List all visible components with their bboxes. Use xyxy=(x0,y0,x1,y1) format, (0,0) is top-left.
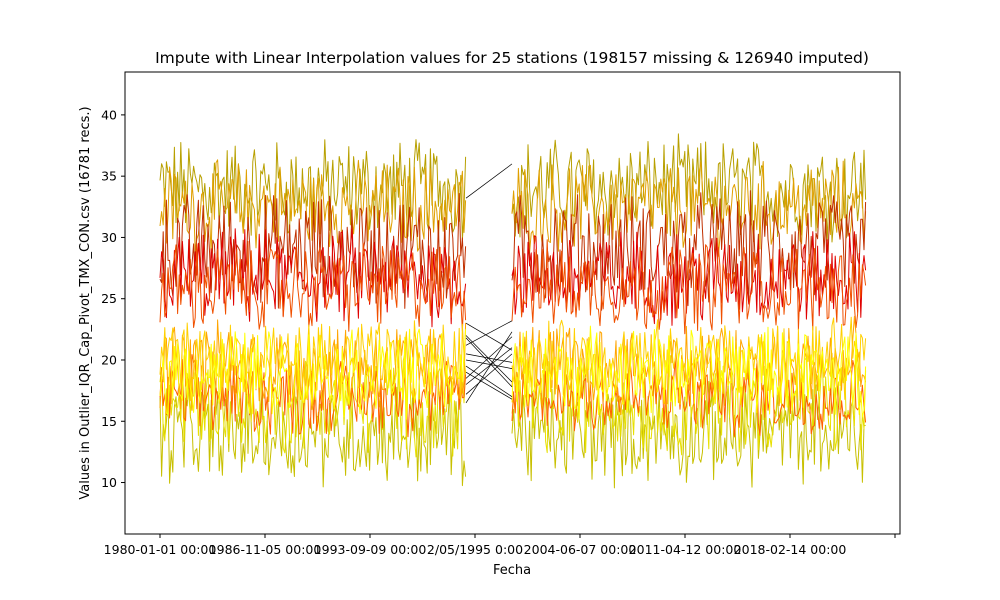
y-tick-label: 30 xyxy=(101,230,117,245)
series-line-6-segment-2 xyxy=(511,380,866,489)
x-tick-label: 1993-09-09 00:00 xyxy=(314,542,427,557)
plot-area xyxy=(159,133,867,489)
series-line-4-segment-1 xyxy=(159,228,467,328)
y-tick-label: 20 xyxy=(101,352,117,367)
y-tick-label: 40 xyxy=(101,107,117,122)
interpolation-line xyxy=(465,371,513,400)
series-line-11-segment-2 xyxy=(511,325,867,420)
series-line-1-segment-2 xyxy=(511,133,867,243)
interpolation-line xyxy=(465,163,513,199)
interpolation-line xyxy=(465,359,513,369)
x-tick-label: 2011-04-12 00:00 xyxy=(629,542,742,557)
series-line-6-segment-1 xyxy=(159,378,467,488)
series-line-11-segment-1 xyxy=(159,328,467,420)
x-tick-label: 2004-06-07 00:00 xyxy=(524,542,637,557)
x-axis-label: Fecha xyxy=(493,563,531,578)
y-axis-ticks: 10 15 20 25 30 35 40 xyxy=(101,107,125,490)
series-line-5-segment-2 xyxy=(511,239,867,335)
x-tick-label: 1980-01-01 00:00 xyxy=(104,542,217,557)
x-tick-label: 2/05/1995 0:00 xyxy=(427,542,523,557)
interpolation-line xyxy=(465,320,513,346)
interpolation-lines xyxy=(465,163,513,404)
interpolation-line xyxy=(465,322,513,351)
series-line-2-segment-2 xyxy=(511,160,867,257)
y-tick-label: 25 xyxy=(101,291,117,306)
y-tick-label: 10 xyxy=(101,475,117,490)
y-tick-label: 35 xyxy=(101,169,117,184)
series-line-3-segment-2 xyxy=(511,190,867,311)
chart-title: Impute with Linear Interpolation values … xyxy=(155,49,869,67)
x-tick-label: 2018-02-14 00:00 xyxy=(734,542,847,557)
series-line-4-segment-2 xyxy=(511,231,867,326)
series-line-3-segment-1 xyxy=(159,193,467,309)
interpolation-line xyxy=(465,336,513,379)
y-tick-label: 15 xyxy=(101,414,117,429)
series-line-10-segment-1 xyxy=(159,320,467,403)
interpolation-line xyxy=(465,347,513,385)
x-tick-label: 1986-11-05 00:00 xyxy=(209,542,322,557)
series-line-8-segment-2 xyxy=(511,358,867,437)
axes-frame xyxy=(124,71,901,535)
y-axis-label: Values in Outlier_IQR_Cap_Pivot_TMX_CON.… xyxy=(78,106,93,499)
series-line-5-segment-1 xyxy=(159,240,467,332)
interpolation-line xyxy=(465,337,513,388)
interpolation-line xyxy=(465,353,513,395)
interpolation-line xyxy=(465,335,513,383)
